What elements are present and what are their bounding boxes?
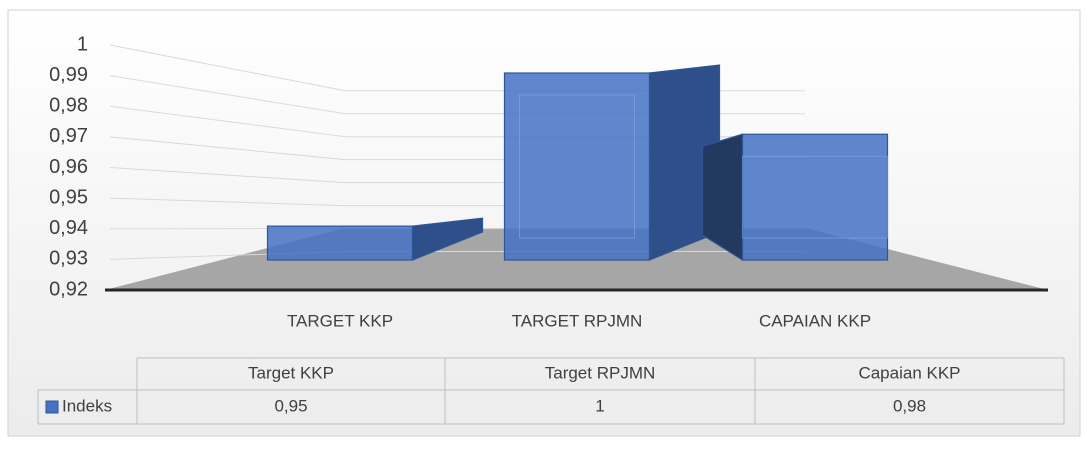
table-header: Target RPJMN <box>545 363 656 382</box>
bar <box>503 72 651 261</box>
y-tick-label: 1 <box>77 33 88 55</box>
x-tick-label: TARGET KKP <box>287 311 393 330</box>
y-tick-label: 0,92 <box>49 278 88 300</box>
grid-line <box>109 167 346 184</box>
table-header: Capaian KKP <box>858 363 960 382</box>
y-tick-label: 0,97 <box>49 125 88 147</box>
y-tick-label: 0,99 <box>49 64 88 86</box>
y-tick-label: 0,95 <box>49 186 88 208</box>
y-tick-label: 0,98 <box>49 95 88 117</box>
table-value: 0,95 <box>274 396 307 415</box>
legend-label: Indeks <box>62 396 112 415</box>
x-tick-label: CAPAIAN KKP <box>759 311 871 330</box>
legend-swatch <box>45 400 59 414</box>
bar-inner <box>519 94 635 239</box>
y-tick-label: 0,94 <box>49 217 88 239</box>
grid-line <box>109 44 346 92</box>
bar <box>266 225 414 261</box>
grid-line <box>109 197 346 207</box>
bar <box>741 133 889 261</box>
y-tick-label: 0,96 <box>49 156 88 178</box>
table-value: 1 <box>595 396 604 415</box>
x-tick-label: TARGET RPJMN <box>512 311 643 330</box>
table-header: Target KKP <box>248 363 334 382</box>
bar-inner <box>742 155 888 239</box>
grid-line <box>109 136 346 161</box>
y-tick-label: 0,93 <box>49 248 88 270</box>
grid-line <box>109 105 346 138</box>
grid-line <box>109 75 346 115</box>
table-value: 0,98 <box>893 396 926 415</box>
